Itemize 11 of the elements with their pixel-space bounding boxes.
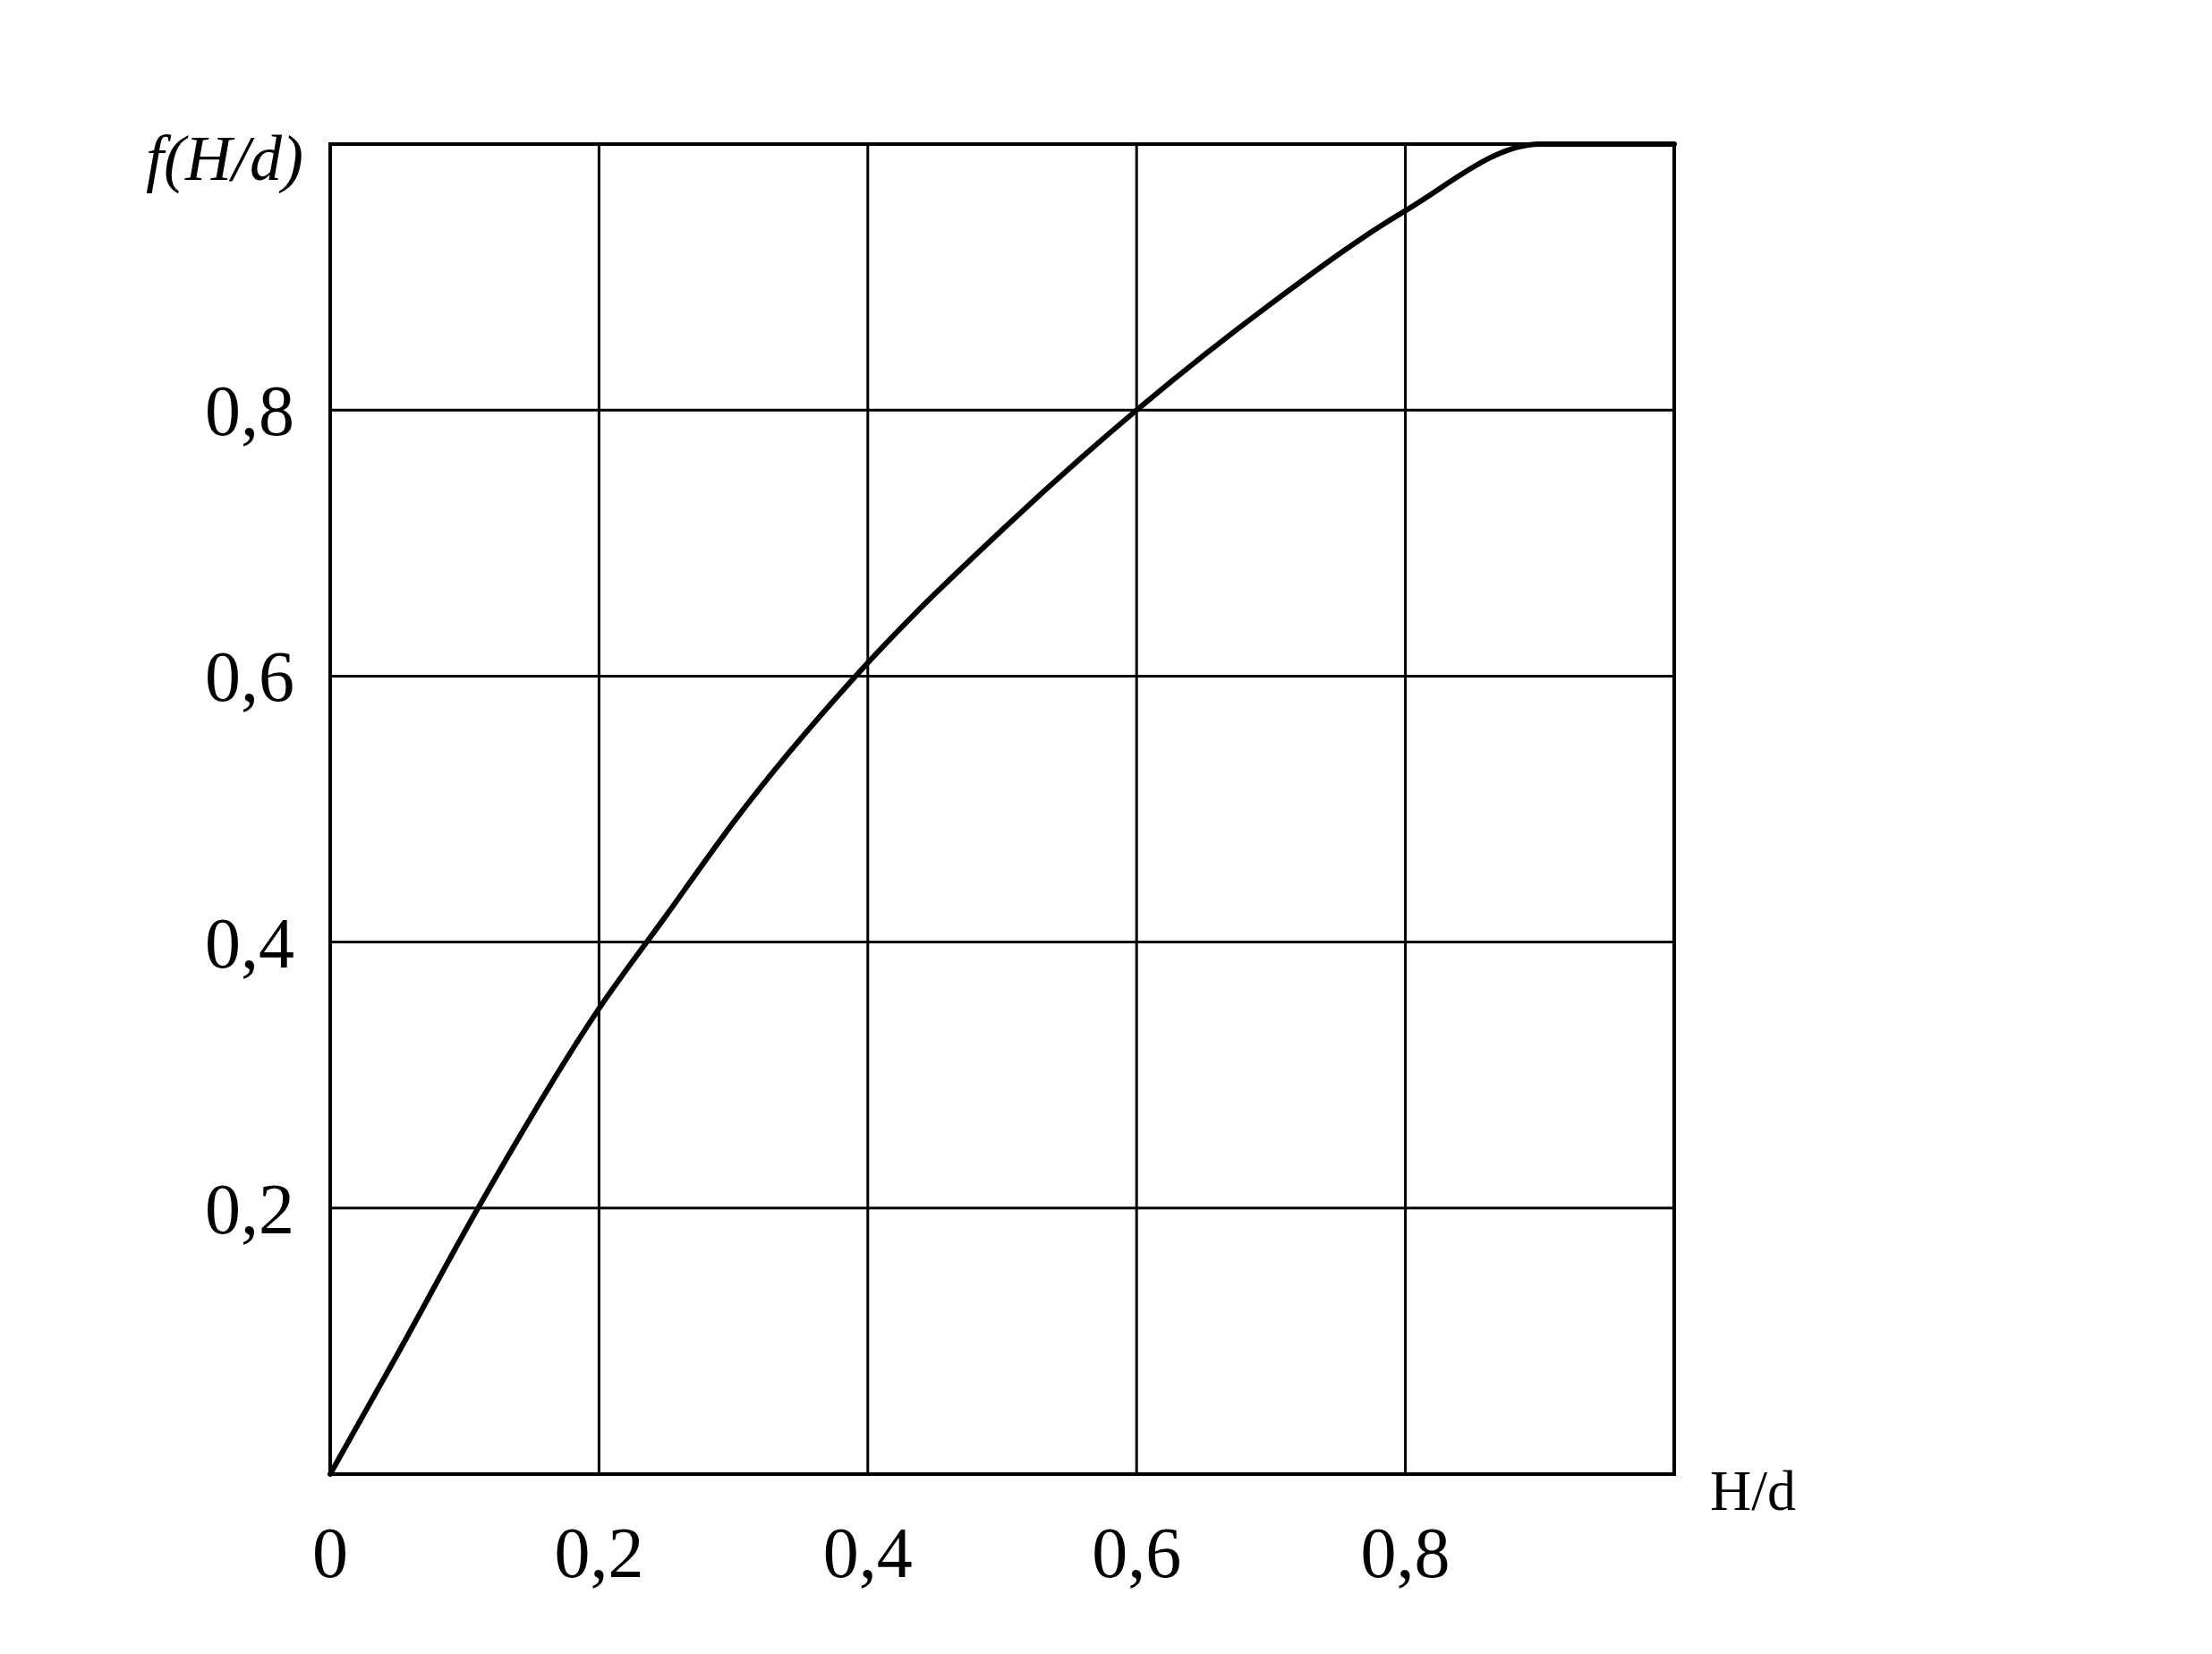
y-tick-label: 0,8 [205,371,294,451]
x-tick-label: 0 [312,1513,348,1592]
y-axis-title: f(H/d) [146,123,303,194]
y-tick-label: 0,6 [205,637,294,717]
x-tick-label: 0,6 [1092,1513,1182,1592]
x-tick-label: 0,2 [554,1513,644,1592]
x-tick-label: 0,4 [822,1513,913,1592]
x-axis-title: H/d [1710,1459,1796,1522]
y-tick-label: 0,4 [205,903,294,983]
y-tick-label: 0,2 [205,1169,294,1249]
x-tick-label: 0,8 [1360,1513,1451,1592]
